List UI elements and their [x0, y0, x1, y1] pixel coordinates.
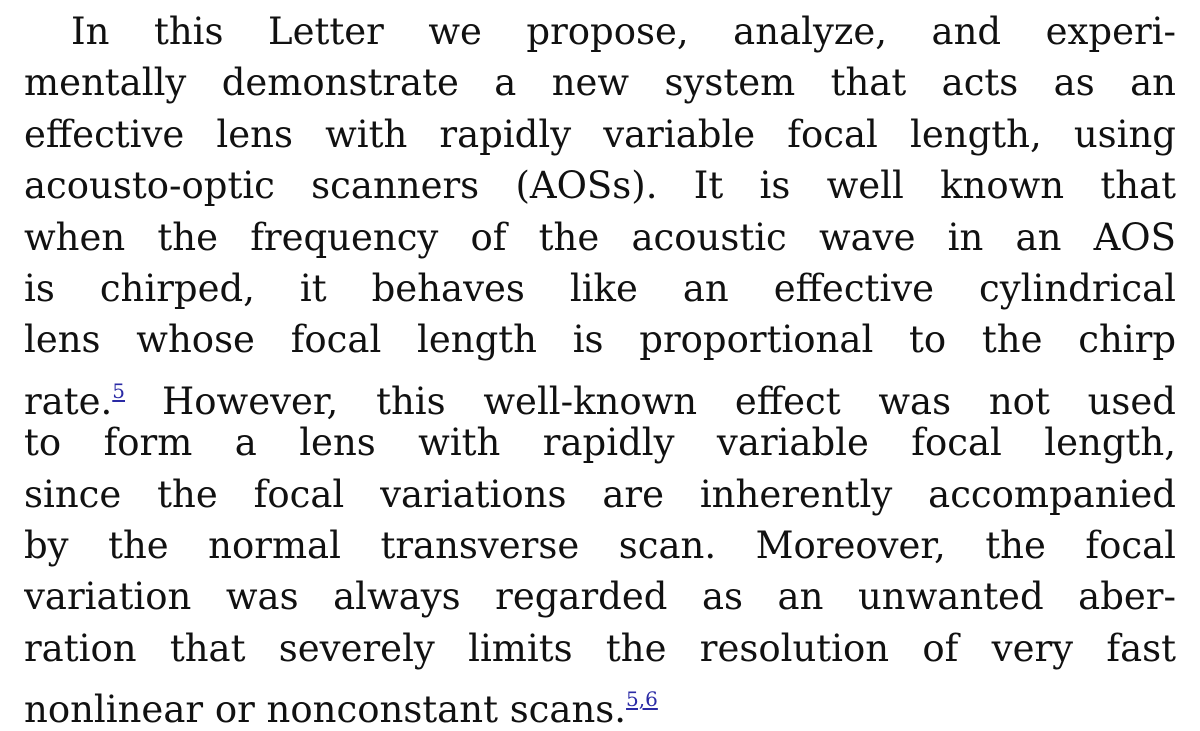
body-paragraph: In this Letter we propose, analyze, and …	[24, 6, 1176, 731]
text-line-8-prefix: rate.	[24, 379, 113, 423]
citation-link-5-6[interactable]: 5,6	[626, 687, 658, 712]
text-line-14-text: nonlinear or nonconstant scans.	[24, 688, 627, 731]
text-line-11: by the normal transverse scan. Moreover,…	[24, 523, 1176, 567]
text-line-1: In this Letter we propose, analyze, and …	[71, 10, 1176, 53]
text-line-9: to form a lens with rapidly variable foc…	[24, 421, 1176, 465]
text-line-5: when the frequency of the acoustic wave …	[24, 215, 1176, 259]
text-line-13: ration that severely limits the resoluti…	[24, 626, 1176, 670]
paper-page: In this Letter we propose, analyze, and …	[24, 0, 1176, 731]
text-line-6: is chirped, it behaves like an effective…	[24, 266, 1176, 310]
text-line-2: mentally demonstrate a new system that a…	[24, 61, 1176, 105]
text-line-12: variation was always regarded as an unwa…	[24, 575, 1176, 619]
text-line-3: effective lens with rapidly variable foc…	[24, 112, 1176, 156]
text-line-8: rate.5 However, this well-known effect w…	[24, 366, 1176, 423]
citation-link-5[interactable]: 5	[112, 378, 126, 403]
text-line-7: lens whose focal length is proportional …	[24, 318, 1176, 362]
text-line-14: nonlinear or nonconstant scans.5,6	[24, 674, 1176, 731]
text-line-8-rest: However, this well-known effect was not …	[162, 379, 1176, 423]
text-line-4: acousto-optic scanners (AOSs). It is wel…	[24, 164, 1176, 208]
text-line-10: since the focal variations are inherentl…	[24, 472, 1176, 516]
